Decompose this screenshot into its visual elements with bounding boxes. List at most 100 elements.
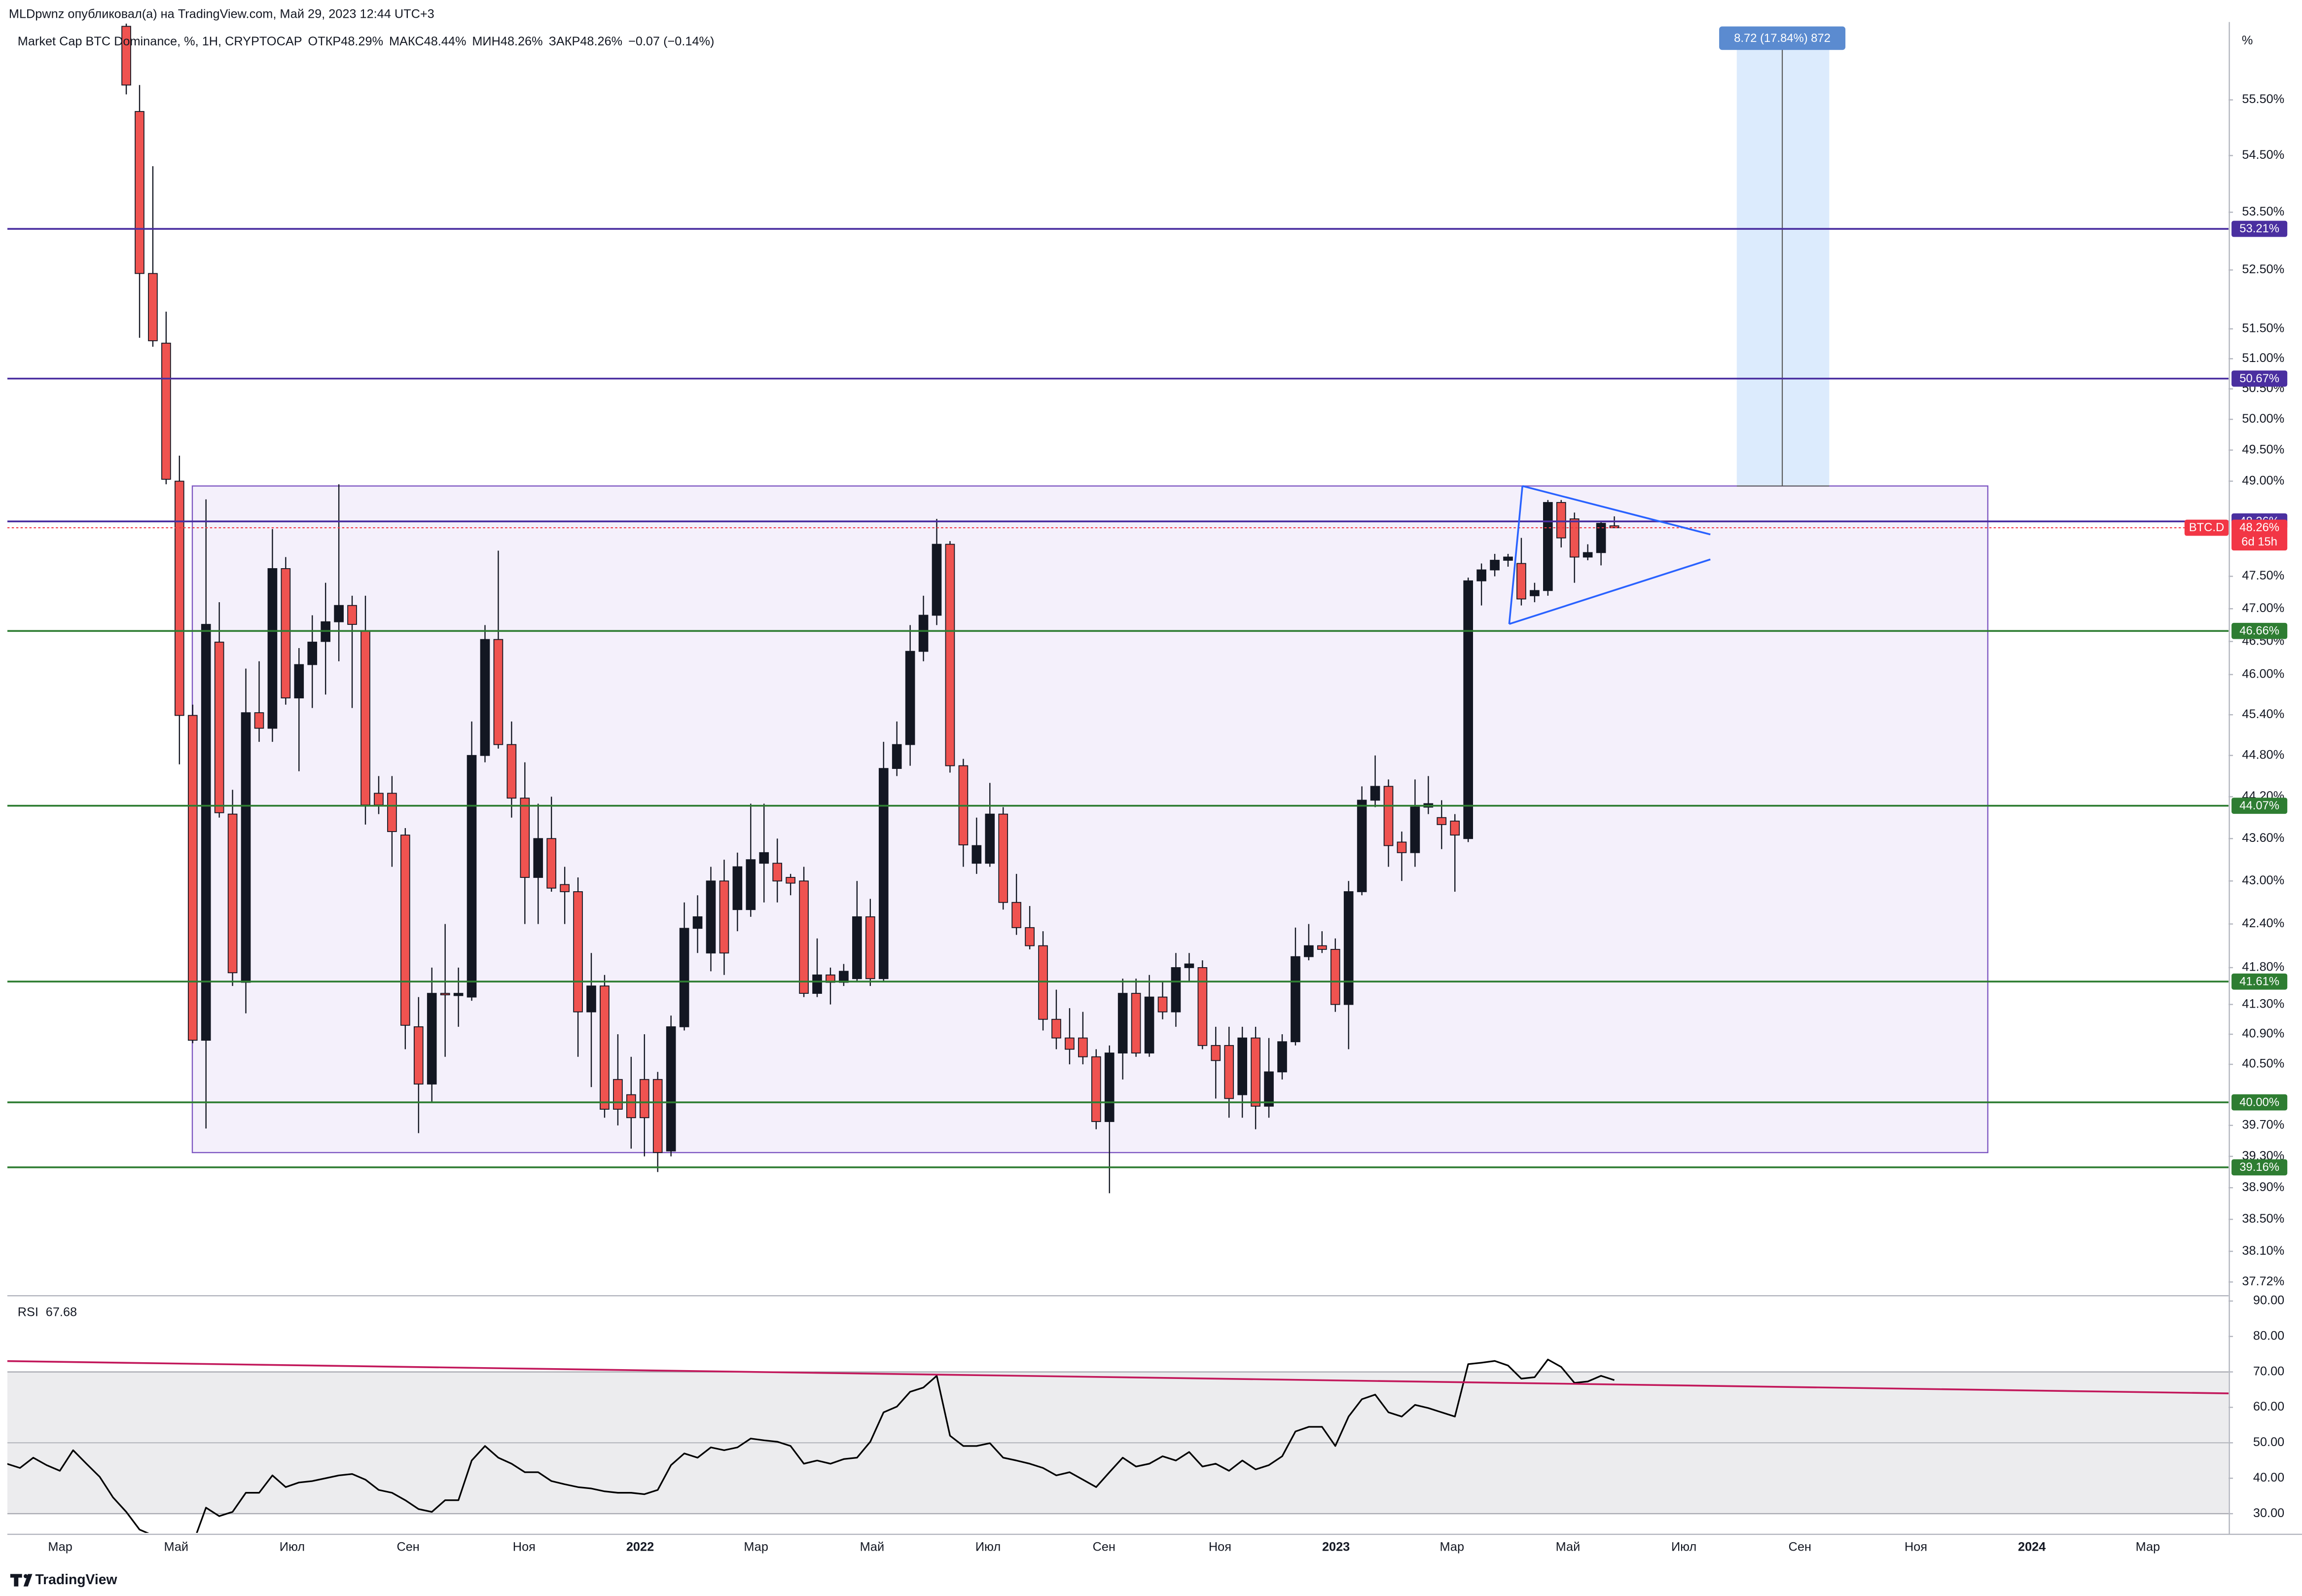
candle-body bbox=[1463, 580, 1474, 839]
candle-body bbox=[586, 985, 596, 1013]
candle-body bbox=[427, 993, 437, 1085]
level-label-box bbox=[2231, 370, 2288, 387]
x-tick-label: Ноя bbox=[1209, 1540, 1231, 1554]
candle-body bbox=[1078, 1037, 1088, 1057]
candle-body bbox=[905, 651, 915, 745]
candle-body bbox=[360, 630, 370, 806]
candle-body bbox=[1304, 945, 1314, 957]
candle-body bbox=[1264, 1071, 1274, 1107]
candle-body bbox=[759, 852, 769, 864]
x-tick-label: 2024 bbox=[2018, 1540, 2046, 1554]
candle-body bbox=[1184, 963, 1194, 968]
y-tick-label: 49.50% bbox=[2242, 442, 2284, 456]
candle-body bbox=[187, 715, 198, 1041]
ohlc-close: ЗАКР48.26% bbox=[549, 35, 623, 48]
x-tick-label: Мар bbox=[1440, 1540, 1465, 1554]
x-tick-label: Июл bbox=[975, 1540, 1001, 1554]
candle-body bbox=[1583, 552, 1593, 558]
candle-body bbox=[1197, 967, 1208, 1046]
candle-body bbox=[1370, 786, 1380, 801]
candle-body bbox=[546, 838, 557, 889]
candle-body bbox=[1025, 927, 1035, 946]
level-label-box bbox=[2231, 1159, 2288, 1176]
y-tick-label: 46.00% bbox=[2242, 667, 2284, 681]
y-tick-label: 44.80% bbox=[2242, 748, 2284, 762]
price-pane bbox=[7, 23, 2229, 1194]
level-label: 46.66% bbox=[2239, 624, 2279, 637]
candle-body bbox=[1091, 1056, 1101, 1122]
candle-body bbox=[254, 712, 264, 729]
rsi-y-tick-label: 60.00 bbox=[2253, 1400, 2284, 1414]
x-tick-label: Ноя bbox=[513, 1540, 536, 1554]
candle-body bbox=[639, 1079, 649, 1119]
candle-body bbox=[1503, 556, 1513, 561]
candle-body bbox=[786, 877, 795, 884]
candle-body bbox=[307, 642, 318, 665]
x-tick-label: Мар bbox=[2136, 1540, 2160, 1554]
candle-body bbox=[1330, 949, 1340, 1005]
y-tick-label: 41.80% bbox=[2242, 960, 2284, 974]
candle-body bbox=[1277, 1041, 1287, 1073]
y-tick-label: 37.72% bbox=[2242, 1274, 2284, 1288]
candle-body bbox=[1144, 996, 1154, 1053]
candle-body bbox=[1131, 993, 1141, 1053]
level-label: 44.07% bbox=[2239, 799, 2279, 812]
countdown-label: 6d 15h bbox=[2241, 535, 2277, 548]
candle-body bbox=[560, 884, 570, 892]
x-tick-label: Июл bbox=[280, 1540, 305, 1554]
candle-body bbox=[1437, 817, 1447, 825]
candle-body bbox=[1596, 523, 1606, 553]
candle-body bbox=[294, 664, 304, 698]
y-tick-label: 47.00% bbox=[2242, 601, 2284, 615]
rsi-y-tick-label: 80.00 bbox=[2253, 1329, 2284, 1342]
candle-body bbox=[852, 916, 862, 979]
y-tick-label: 38.90% bbox=[2242, 1180, 2284, 1194]
level-label-box bbox=[2231, 220, 2288, 237]
y-tick-label: 40.90% bbox=[2242, 1027, 2284, 1041]
candle-body bbox=[520, 798, 530, 878]
candle-body bbox=[440, 993, 450, 995]
candle-body bbox=[839, 971, 849, 983]
y-tick-label: 38.10% bbox=[2242, 1244, 2284, 1258]
candle-body bbox=[1237, 1037, 1247, 1095]
y-tick-label: 54.50% bbox=[2242, 148, 2284, 162]
candle-body bbox=[892, 744, 902, 769]
candle-body bbox=[1011, 902, 1021, 928]
ohlc-high: МАКС48.44% bbox=[389, 35, 466, 48]
candle-body bbox=[865, 916, 875, 979]
x-tick-label: Мар bbox=[744, 1540, 768, 1554]
candle-body bbox=[453, 993, 464, 996]
measure-label: 8.72 (17.84%) 872 bbox=[1734, 32, 1831, 45]
candle-body bbox=[227, 813, 238, 974]
candle-body bbox=[1490, 560, 1500, 571]
candle-body bbox=[1569, 518, 1580, 558]
rsi-y-tick-label: 90.00 bbox=[2253, 1294, 2284, 1307]
y-tick-label: 45.40% bbox=[2242, 707, 2284, 721]
candle-body bbox=[1476, 569, 1486, 581]
candle-body bbox=[878, 768, 889, 979]
candle-body bbox=[666, 1026, 676, 1152]
candle-body bbox=[1211, 1045, 1221, 1061]
y-tick-label: 41.30% bbox=[2242, 997, 2284, 1011]
candle-body bbox=[613, 1079, 623, 1110]
measure-label-box bbox=[1719, 26, 1846, 50]
rsi-last-value: 67.68 bbox=[46, 1305, 77, 1319]
symbol-box bbox=[2184, 519, 2229, 536]
candle-body bbox=[772, 863, 783, 882]
symbol-label: BTC.D bbox=[2189, 521, 2224, 534]
y-tick-label: 51.00% bbox=[2242, 351, 2284, 365]
candle-body bbox=[334, 605, 344, 622]
y-tick-label: 43.00% bbox=[2242, 873, 2284, 887]
candle-body bbox=[241, 712, 251, 983]
axes: 55.50%54.50%53.50%52.50%51.50%51.00%50.5… bbox=[48, 92, 2288, 1554]
candle-body bbox=[945, 544, 955, 766]
x-tick-label: Ноя bbox=[1905, 1540, 1927, 1554]
candle-body bbox=[493, 639, 504, 745]
candle-body bbox=[1104, 1052, 1115, 1122]
candle-body bbox=[679, 928, 689, 1027]
rsi-line bbox=[7, 1358, 1615, 1533]
rsi-title: RSI 67.68 bbox=[18, 1305, 77, 1319]
candle-body bbox=[1516, 563, 1526, 600]
candle-body bbox=[413, 1026, 424, 1085]
